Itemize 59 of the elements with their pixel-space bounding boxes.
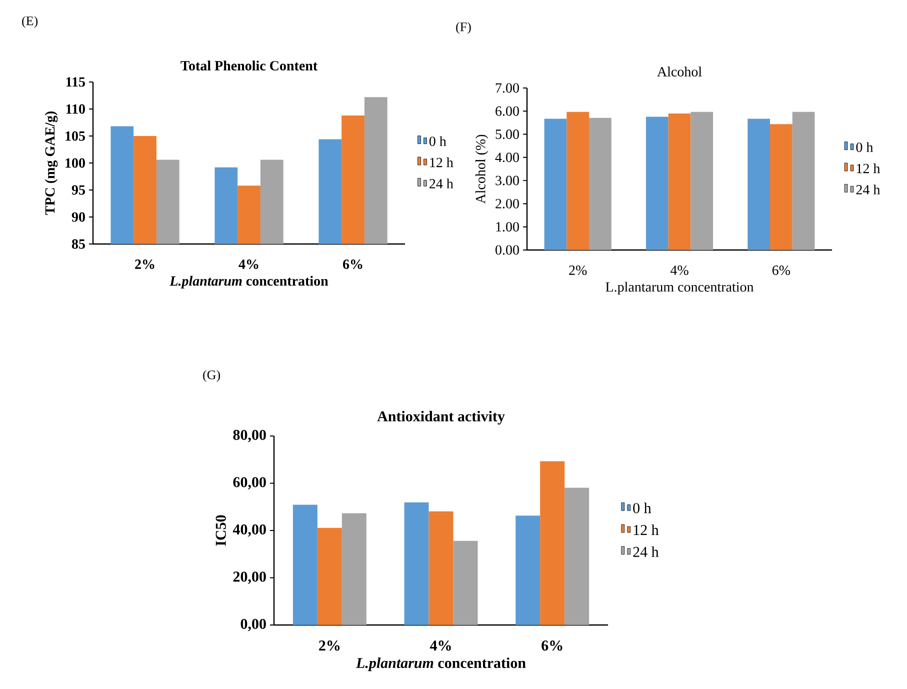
- bar: [317, 528, 342, 625]
- legend-label: 12 h: [856, 163, 880, 174]
- y-tick-label: 60,00: [233, 477, 266, 490]
- bar: [453, 540, 478, 625]
- bar: [564, 488, 590, 625]
- y-tick-label: 20,00: [233, 572, 266, 584]
- x-tick-label: 6%: [542, 640, 562, 651]
- x-axis-title: L.plantarum concentration: [606, 282, 754, 295]
- y-tick-label: 3.00: [496, 176, 519, 186]
- y-tick-label: 2.00: [496, 198, 519, 208]
- y-tick-label: 5.00: [496, 130, 519, 140]
- x-tick-label: 6%: [342, 260, 362, 270]
- y-tick-label: 100: [66, 158, 85, 168]
- bar: [342, 513, 366, 625]
- y-tick-label: 0,00: [240, 618, 266, 632]
- bar: [404, 502, 429, 625]
- x-axis-title: L.plantarum concentration: [170, 276, 328, 289]
- text: (F): [456, 22, 471, 34]
- y-tick-label: 85: [72, 239, 85, 249]
- bar: [292, 504, 318, 625]
- bar: [540, 461, 565, 625]
- y-tick-label: 6.00: [496, 106, 519, 116]
- x-tick-label: 2%: [135, 260, 154, 270]
- x-tick-label: 6%: [772, 266, 790, 276]
- y-tick-label: 4.00: [495, 152, 519, 162]
- legend-label: 24 h: [633, 546, 659, 557]
- bar: [428, 511, 454, 625]
- x-tick-label: 2%: [569, 266, 587, 276]
- y-axis-title: IC50: [216, 515, 226, 546]
- y-tick-label: 80,00: [233, 430, 266, 442]
- y-tick-label: 105: [66, 131, 85, 141]
- bar: [516, 516, 540, 625]
- x-tick-label: 4%: [430, 640, 451, 651]
- legend-label: 12 h: [634, 524, 659, 535]
- legend-label: 0 h: [633, 502, 652, 514]
- y-axis-title: TPC (mg GAE/g): [44, 112, 58, 215]
- y-tick-label: 90: [72, 212, 85, 222]
- y-tick-label: 1.00: [496, 222, 519, 232]
- y-tick-label: 110: [66, 104, 85, 114]
- y-tick-label: 95: [72, 185, 85, 195]
- chart-title: Alcohol: [657, 66, 702, 76]
- legend-label: 24 h: [430, 178, 454, 188]
- chart-title: Antioxidant activity: [377, 410, 505, 424]
- x-tick-label: 4%: [238, 260, 258, 270]
- text: (G): [203, 370, 220, 382]
- y-tick-label: 0.00: [496, 245, 519, 255]
- chart-title: Total Phenolic Content: [180, 60, 318, 70]
- y-axis-title: Alcohol (%): [475, 134, 488, 204]
- legend-label: 24 h: [856, 184, 880, 194]
- x-tick-label: 4%: [670, 266, 688, 276]
- x-axis-title: L.plantarum concentration: [356, 658, 526, 672]
- y-tick-label: 7.00: [496, 83, 519, 93]
- legend-label: 0 h: [429, 136, 446, 146]
- y-tick-label: 115: [66, 77, 85, 87]
- legend-label: 12 h: [430, 157, 454, 168]
- legend-label: 0 h: [856, 142, 874, 152]
- y-tick-label: 40,00: [232, 524, 266, 537]
- x-tick-label: 2%: [319, 640, 340, 651]
- text: (E): [22, 16, 38, 28]
